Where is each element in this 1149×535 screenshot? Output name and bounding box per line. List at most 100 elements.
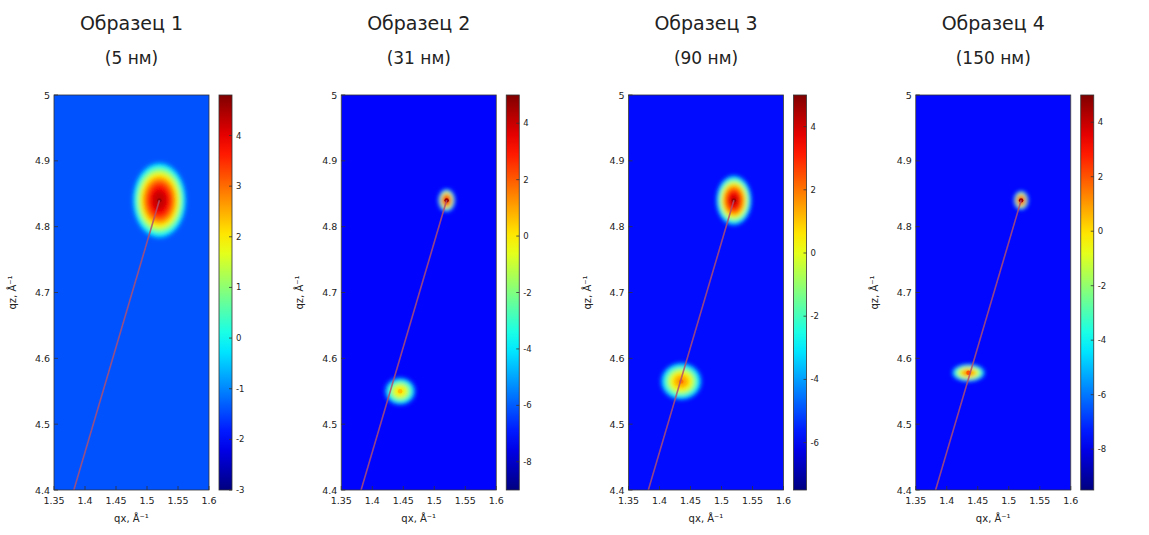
y-tick-label: 4.7 xyxy=(322,287,337,298)
colorbar-tick xyxy=(804,253,807,254)
panel: Образец 4(150 нм)1.351.41.451.51.551.64.… xyxy=(868,12,1106,524)
y-tick xyxy=(54,490,58,491)
y-axis-title: qz, Å⁻¹ xyxy=(6,275,18,309)
y-tick-label: 4.9 xyxy=(897,155,912,166)
colorbar xyxy=(1081,95,1094,490)
plot-frame xyxy=(629,95,784,490)
colorbar-tick xyxy=(229,186,232,187)
y-tick-label: 5 xyxy=(618,90,624,101)
plot-area xyxy=(916,95,1071,490)
colorbar-tick-label: -8 xyxy=(523,457,531,467)
y-tick-label: 4.8 xyxy=(35,221,50,232)
y-tick xyxy=(54,95,58,96)
y-tick-label: 4.9 xyxy=(609,155,624,166)
peak-level xyxy=(394,385,407,397)
x-tick xyxy=(628,486,629,490)
y-tick xyxy=(629,358,633,359)
x-tick xyxy=(915,486,916,490)
y-tick xyxy=(54,424,58,425)
y-axis-title: qz, Å⁻¹ xyxy=(293,275,305,309)
x-tick xyxy=(434,486,435,490)
plot-frame xyxy=(916,95,1071,490)
x-tick-label: 1.4 xyxy=(77,495,92,506)
y-tick-label: 4.9 xyxy=(35,155,50,166)
x-tick xyxy=(85,486,86,490)
relaxation-line xyxy=(648,200,734,490)
y-tick xyxy=(54,292,58,293)
panel-subtitle: (150 нм) xyxy=(956,48,1031,68)
y-tick xyxy=(916,424,920,425)
x-tick-label: 1.35 xyxy=(618,495,639,506)
x-tick xyxy=(54,486,55,490)
y-tick xyxy=(629,226,633,227)
panel: Образец 2(31 нм)1.351.41.451.51.551.64.4… xyxy=(293,12,531,524)
y-tick-label: 5 xyxy=(331,90,337,101)
x-axis-title: qx, Å⁻¹ xyxy=(401,512,436,524)
y-tick xyxy=(916,490,920,491)
colorbar-tick-label: -2 xyxy=(236,434,244,444)
y-tick-label: 5 xyxy=(906,90,912,101)
colorbar-tick xyxy=(1091,340,1094,341)
colorbar-tick xyxy=(229,388,232,389)
y-tick xyxy=(629,95,633,96)
peak-halo xyxy=(384,377,415,405)
colorbar-tick-label: -6 xyxy=(523,400,531,410)
relaxation-line xyxy=(936,200,1022,490)
x-tick-label: 1.4 xyxy=(652,495,667,506)
colorbar-tick xyxy=(516,405,519,406)
colorbar-tick-label: 4 xyxy=(1098,117,1103,127)
colorbar-tick xyxy=(516,348,519,349)
x-tick-label: 1.45 xyxy=(967,495,988,506)
x-tick xyxy=(1008,486,1009,490)
colorbar-tick xyxy=(516,236,519,237)
x-tick-label: 1.35 xyxy=(331,495,352,506)
x-tick-label: 1.5 xyxy=(427,495,442,506)
x-tick xyxy=(946,486,947,490)
y-tick xyxy=(629,292,633,293)
x-tick xyxy=(372,486,373,490)
panel: Образец 3(90 нм)1.351.41.451.51.551.64.4… xyxy=(581,12,819,524)
colorbar-tick xyxy=(804,189,807,190)
x-tick-label: 1.5 xyxy=(714,495,729,506)
relaxation-line xyxy=(361,200,447,490)
x-tick xyxy=(783,486,784,490)
background-level xyxy=(916,95,1071,490)
y-tick xyxy=(54,226,58,227)
peak xyxy=(384,377,415,405)
y-tick xyxy=(341,490,345,491)
x-tick-label: 1.6 xyxy=(776,495,791,506)
colorbar-tick xyxy=(804,126,807,127)
y-tick-label: 4.8 xyxy=(322,221,337,232)
panel-title: Образец 4 xyxy=(942,12,1045,34)
colorbar-tick xyxy=(229,236,232,237)
colorbar xyxy=(506,95,519,490)
y-tick xyxy=(341,424,345,425)
colorbar-tick-label: -2 xyxy=(523,288,531,298)
x-tick xyxy=(1070,486,1071,490)
colorbar-tick xyxy=(229,490,232,491)
y-tick-label: 4.5 xyxy=(35,419,50,430)
y-tick xyxy=(341,160,345,161)
y-tick-label: 4.4 xyxy=(322,485,337,496)
y-tick xyxy=(54,358,58,359)
y-tick xyxy=(916,358,920,359)
y-tick-label: 4.6 xyxy=(897,353,912,364)
x-tick xyxy=(403,486,404,490)
y-tick xyxy=(341,226,345,227)
x-axis-title: qx, Å⁻¹ xyxy=(976,512,1011,524)
y-tick-label: 4.6 xyxy=(322,353,337,364)
y-tick xyxy=(341,292,345,293)
y-axis-title: qz, Å⁻¹ xyxy=(581,275,593,309)
panel-title: Образец 2 xyxy=(367,12,470,34)
peak-level xyxy=(390,382,410,400)
colorbar-tick xyxy=(1091,176,1094,177)
colorbar-tick xyxy=(516,461,519,462)
colorbar-tick-label: 2 xyxy=(523,175,528,185)
colorbar-tick-label: 4 xyxy=(523,118,528,128)
x-tick xyxy=(341,486,342,490)
colorbar-tick xyxy=(229,135,232,136)
x-tick-label: 1.55 xyxy=(455,495,476,506)
x-tick-label: 1.35 xyxy=(43,495,64,506)
x-tick-label: 1.4 xyxy=(939,495,954,506)
panel-subtitle: (5 нм) xyxy=(105,48,158,68)
